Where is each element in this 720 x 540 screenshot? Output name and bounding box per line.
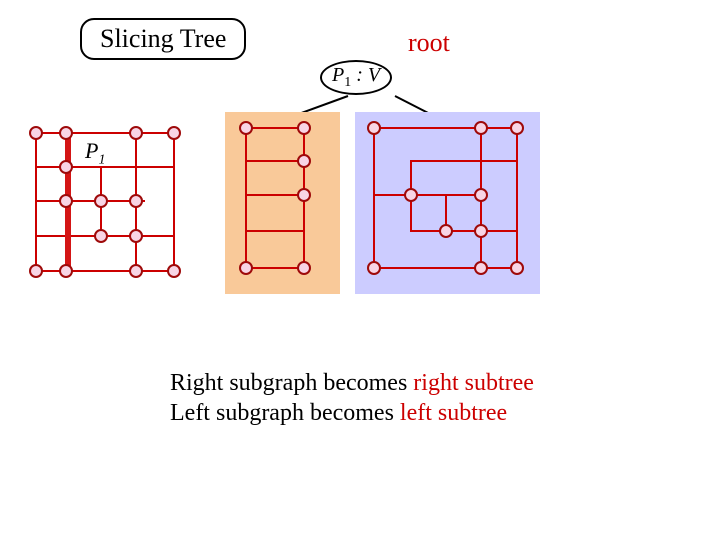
graph-edge	[373, 267, 518, 269]
graph-edge	[373, 194, 481, 196]
graph-node	[129, 126, 143, 140]
graph-node	[59, 264, 73, 278]
graph-node	[297, 261, 311, 275]
graph-node	[510, 261, 524, 275]
left-graph-panel	[25, 120, 190, 285]
graph-edge	[410, 160, 518, 162]
graph-node	[439, 224, 453, 238]
title-box: Slicing Tree	[80, 18, 246, 60]
graph-node	[297, 121, 311, 135]
graph-node	[167, 264, 181, 278]
graph-node	[129, 264, 143, 278]
graph-node	[29, 264, 43, 278]
graph-node	[94, 194, 108, 208]
graph-edge	[516, 127, 518, 269]
graph-node	[297, 188, 311, 202]
graph-node	[474, 224, 488, 238]
right-subtree-panel	[355, 112, 540, 294]
graph-node	[404, 188, 418, 202]
graph-node	[367, 121, 381, 135]
graph-edge	[35, 132, 175, 134]
graph-node	[59, 160, 73, 174]
graph-edge	[410, 230, 518, 232]
root-node: P1 : V	[320, 60, 392, 95]
graph-edge	[245, 160, 305, 162]
graph-node	[59, 126, 73, 140]
graph-node	[367, 261, 381, 275]
graph-edge	[245, 267, 305, 269]
graph-edge	[35, 132, 37, 272]
graph-edge	[245, 230, 305, 232]
graph-node	[239, 121, 253, 135]
graph-node	[239, 261, 253, 275]
p1-label: P1	[85, 138, 105, 168]
graph-node	[297, 154, 311, 168]
left-subtree-panel	[225, 112, 340, 294]
graph-node	[129, 229, 143, 243]
graph-edge	[373, 127, 375, 269]
graph-node	[474, 121, 488, 135]
graph-edge	[245, 127, 305, 129]
graph-edge	[373, 127, 518, 129]
root-label: root	[408, 28, 450, 58]
caption-line-1: Right subgraph becomes right subtree	[170, 370, 534, 397]
graph-node	[59, 194, 73, 208]
title-text: Slicing Tree	[100, 24, 226, 53]
graph-node	[167, 126, 181, 140]
graph-node	[510, 121, 524, 135]
graph-edge	[173, 132, 175, 272]
graph-node	[474, 188, 488, 202]
graph-node	[94, 229, 108, 243]
graph-edge	[245, 194, 305, 196]
graph-edge	[245, 127, 247, 269]
graph-node	[29, 126, 43, 140]
graph-node	[474, 261, 488, 275]
graph-node	[129, 194, 143, 208]
graph-edge	[35, 270, 175, 272]
caption-line-2: Left subgraph becomes left subtree	[170, 400, 507, 427]
